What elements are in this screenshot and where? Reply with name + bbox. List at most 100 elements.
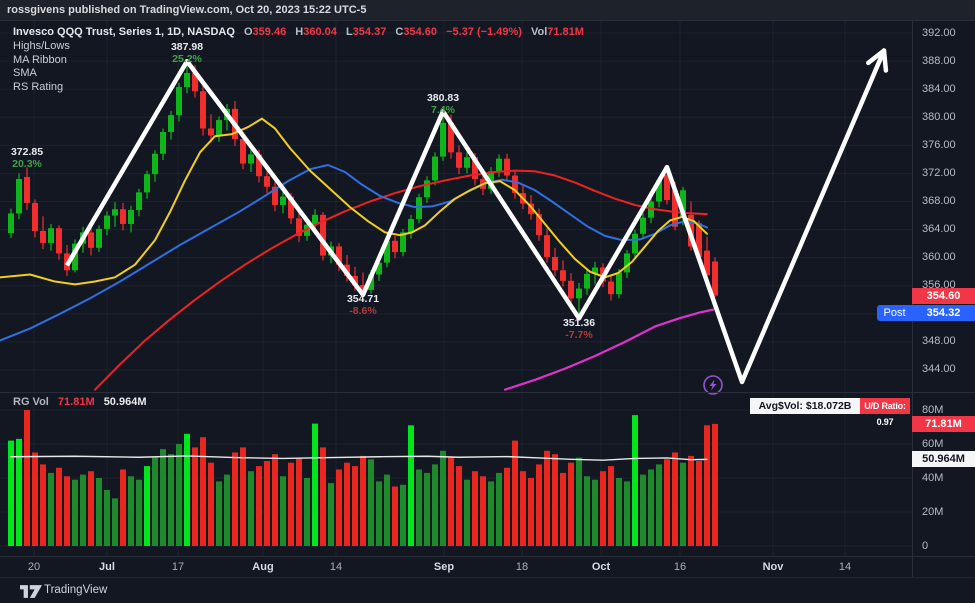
volume-bar[interactable] xyxy=(432,464,438,546)
candle[interactable] xyxy=(544,228,550,263)
tradingview-logo-icon[interactable] xyxy=(20,585,42,598)
candle[interactable] xyxy=(704,236,710,281)
volume-bar[interactable] xyxy=(128,476,134,546)
volume-bar[interactable] xyxy=(352,466,358,546)
candle[interactable] xyxy=(160,128,166,161)
volume-bar[interactable] xyxy=(112,498,118,546)
volume-bar[interactable] xyxy=(424,472,430,546)
candle[interactable] xyxy=(48,223,54,251)
candle[interactable] xyxy=(408,214,414,239)
candle[interactable] xyxy=(624,249,630,279)
volume-bar[interactable] xyxy=(24,410,30,546)
candle[interactable] xyxy=(496,154,502,177)
volume-bar[interactable] xyxy=(56,467,62,546)
volume-bar[interactable] xyxy=(488,481,494,546)
volume-bar[interactable] xyxy=(440,450,446,546)
candle[interactable] xyxy=(200,80,206,136)
volume-bar[interactable] xyxy=(216,481,222,546)
volume-bar[interactable] xyxy=(560,472,566,546)
volume-bar[interactable] xyxy=(48,472,54,546)
volume-bar[interactable] xyxy=(8,440,14,546)
volume-bar[interactable] xyxy=(288,462,294,546)
volume-bar[interactable] xyxy=(88,471,94,546)
volume-bar[interactable] xyxy=(360,455,366,546)
candle[interactable] xyxy=(632,229,638,260)
candle[interactable] xyxy=(40,216,46,250)
volume-bar[interactable] xyxy=(96,478,102,546)
candle[interactable] xyxy=(416,193,422,224)
volume-bar[interactable] xyxy=(80,474,86,546)
volume-bar[interactable] xyxy=(672,452,678,547)
candle[interactable] xyxy=(184,61,190,94)
volume-bar[interactable] xyxy=(224,474,230,546)
candle[interactable] xyxy=(176,82,182,122)
legend-item-highs-lows[interactable]: Highs/Lows xyxy=(13,40,70,52)
candle[interactable] xyxy=(432,152,438,186)
volume-bar[interactable] xyxy=(624,481,630,546)
volume-bar[interactable] xyxy=(256,466,262,546)
candle[interactable] xyxy=(400,228,406,257)
volume-bar[interactable] xyxy=(328,483,334,546)
volume-bar[interactable] xyxy=(200,437,206,546)
volume-bar[interactable] xyxy=(688,455,694,546)
candle[interactable] xyxy=(640,213,646,240)
volume-bar[interactable] xyxy=(496,472,502,546)
candle[interactable] xyxy=(424,176,430,203)
volume-bar[interactable] xyxy=(592,479,598,546)
candle[interactable] xyxy=(552,247,558,276)
volume-bar[interactable] xyxy=(536,464,542,546)
volume-bar[interactable] xyxy=(712,423,718,546)
volume-bar[interactable] xyxy=(160,449,166,546)
candle[interactable] xyxy=(248,148,254,173)
candle[interactable] xyxy=(104,211,110,236)
volume-bar[interactable] xyxy=(704,425,710,546)
volume-bar[interactable] xyxy=(640,474,646,546)
volume-bar[interactable] xyxy=(376,481,382,546)
volume-bar[interactable] xyxy=(336,469,342,547)
volume-bar[interactable] xyxy=(520,471,526,546)
candle[interactable] xyxy=(112,202,118,227)
volume-bar[interactable] xyxy=(552,454,558,546)
candle[interactable] xyxy=(576,282,582,319)
volume-bar[interactable] xyxy=(232,452,238,547)
candle[interactable] xyxy=(456,145,462,175)
candle[interactable] xyxy=(504,153,510,182)
candle[interactable] xyxy=(712,257,718,298)
volume-bar[interactable] xyxy=(568,462,574,546)
candle[interactable] xyxy=(648,197,654,224)
boost-lightning-icon[interactable] xyxy=(703,375,723,395)
volume-bar[interactable] xyxy=(16,438,22,546)
candle[interactable] xyxy=(536,208,542,241)
volume-bar[interactable] xyxy=(280,476,286,546)
volume-bar[interactable] xyxy=(264,461,270,546)
volume-bar[interactable] xyxy=(528,478,534,546)
volume-bar[interactable] xyxy=(472,471,478,546)
volume-bar[interactable] xyxy=(544,450,550,546)
candle[interactable] xyxy=(120,202,126,231)
volume-bar[interactable] xyxy=(184,433,190,546)
legend-item-rs-rating[interactable]: RS Rating xyxy=(13,80,64,93)
volume-bar[interactable] xyxy=(504,467,510,546)
volume-bar[interactable] xyxy=(608,466,614,546)
candle[interactable] xyxy=(512,170,518,199)
volume-bar[interactable] xyxy=(296,457,302,546)
volume-bar[interactable] xyxy=(368,459,374,546)
volume-bar[interactable] xyxy=(448,457,454,546)
volume-bar[interactable] xyxy=(72,479,78,546)
volume-bar[interactable] xyxy=(408,425,414,546)
volume-bar[interactable] xyxy=(144,466,150,546)
candle[interactable] xyxy=(280,190,286,214)
volume-bar[interactable] xyxy=(584,476,590,546)
candle[interactable] xyxy=(272,181,278,212)
volume-bar[interactable] xyxy=(240,447,246,546)
candle[interactable] xyxy=(208,114,214,143)
volume-bar[interactable] xyxy=(384,474,390,546)
volume-bar[interactable] xyxy=(32,452,38,547)
volume-bar[interactable] xyxy=(344,462,350,546)
legend-item-sma[interactable]: SMA xyxy=(13,67,37,80)
volume-bar[interactable] xyxy=(120,469,126,547)
volume-bar[interactable] xyxy=(248,471,254,546)
volume-bar[interactable] xyxy=(696,461,702,546)
volume-bar[interactable] xyxy=(392,486,398,547)
